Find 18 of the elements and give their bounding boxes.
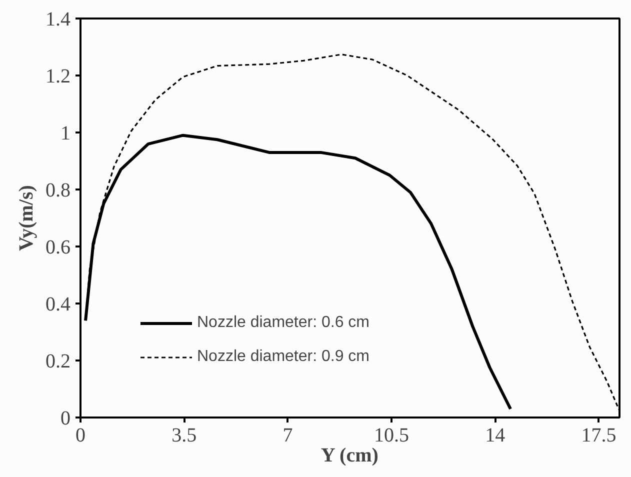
y-tick-label: 0.2 — [46, 350, 70, 372]
y-tick-label: 0.8 — [46, 180, 70, 202]
y-tick-label: 0 — [60, 408, 70, 430]
x-axis-title: Y (cm) — [320, 444, 378, 466]
y-tick-label: 1 — [60, 122, 70, 144]
x-tick-label: 0 — [76, 424, 86, 446]
legend-label: Nozzle diameter: 0.9 cm — [197, 348, 370, 366]
legend-label: Nozzle diameter: 0.6 cm — [197, 314, 370, 332]
y-tick-label: 0.4 — [46, 294, 70, 316]
y-axis-title: Vy(m/s) — [16, 185, 38, 251]
y-tick-label: 1.2 — [46, 66, 70, 88]
y-tick-label: 1.4 — [46, 8, 70, 30]
x-tick-label: 14 — [485, 424, 506, 446]
x-tick-label: 3.5 — [172, 424, 197, 446]
y-tick-label: 0.6 — [46, 236, 70, 258]
x-tick-label: 7 — [282, 424, 293, 446]
x-tick-label: 10.5 — [374, 424, 409, 446]
x-tick-label: 17.5 — [581, 424, 616, 446]
